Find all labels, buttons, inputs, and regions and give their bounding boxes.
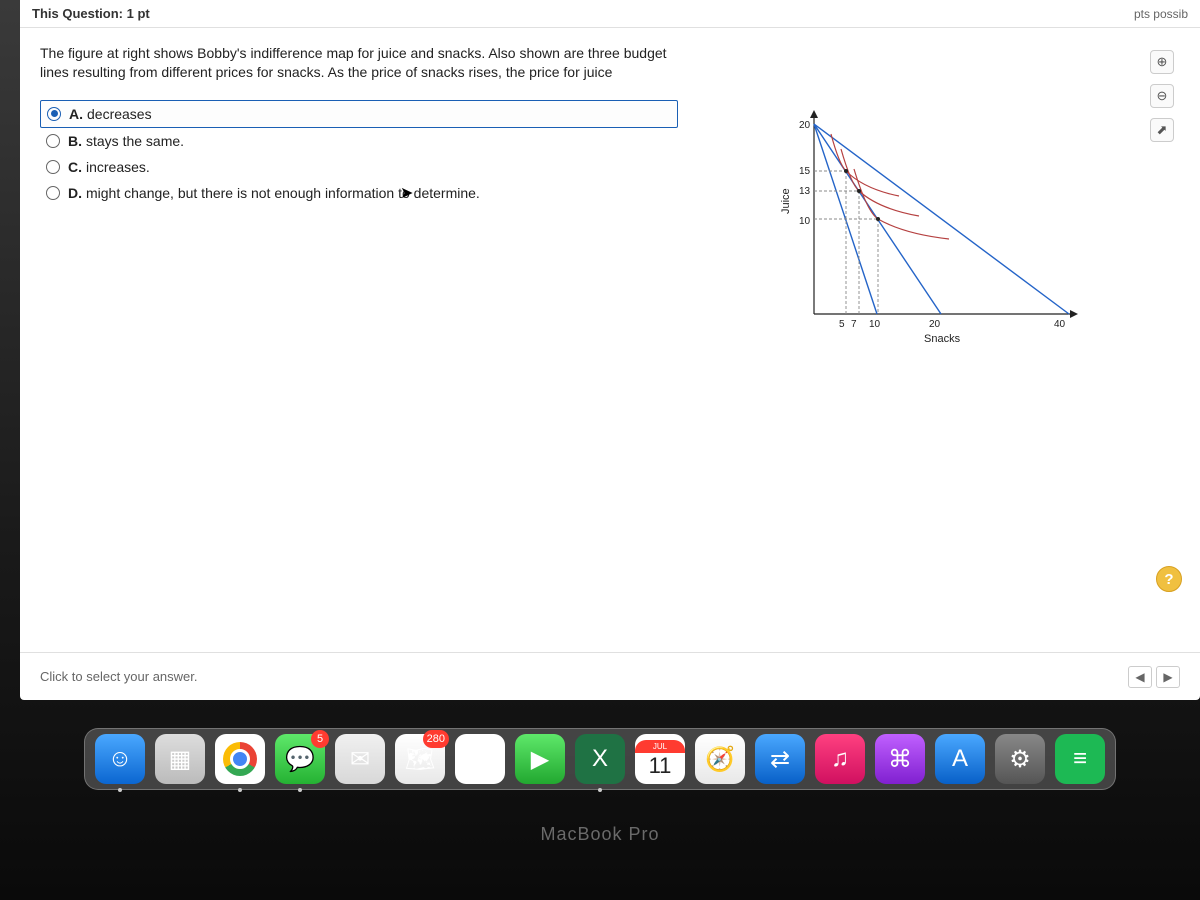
footer-bar: Click to select your answer. ◀ ▶	[20, 652, 1200, 700]
option-a-letter: A.	[69, 106, 83, 122]
option-a-text: decreases	[87, 106, 152, 122]
popout-icon: ⬈	[1157, 122, 1168, 138]
option-d[interactable]: D.might change, but there is not enough …	[40, 180, 678, 206]
option-a[interactable]: A.decreases	[40, 100, 678, 128]
radio-c[interactable]	[46, 160, 60, 174]
transfer-icon[interactable]: ⇄	[755, 734, 805, 784]
answer-hint: Click to select your answer.	[40, 669, 198, 684]
itunes-icon[interactable]: ♫	[815, 734, 865, 784]
radio-b[interactable]	[46, 134, 60, 148]
chart-svg: 20 15 13 10 5 7 10 20 40 Juice Snacks	[769, 94, 1089, 354]
option-c-letter: C.	[68, 159, 82, 175]
chart-tools: ⊕ ⊖ ⬈	[1150, 50, 1174, 142]
chrome-icon[interactable]	[215, 734, 265, 784]
help-button[interactable]: ?	[1156, 566, 1182, 592]
appstore-icon[interactable]: A	[935, 734, 985, 784]
y-tick-15: 15	[799, 166, 811, 177]
option-b[interactable]: B.stays the same.	[40, 128, 678, 154]
excel-icon[interactable]: X	[575, 734, 625, 784]
next-button[interactable]: ▶	[1156, 666, 1180, 688]
settings-icon[interactable]: ⚙	[995, 734, 1045, 784]
question-prompt: The figure at right shows Bobby's indiff…	[40, 44, 678, 82]
option-d-text: might change, but there is not enough in…	[86, 185, 480, 201]
laptop-label: MacBook Pro	[540, 824, 659, 845]
option-d-letter: D.	[68, 185, 82, 201]
popout-button[interactable]: ⬈	[1150, 118, 1174, 142]
zoom-in-button[interactable]: ⊕	[1150, 50, 1174, 74]
spotify-icon[interactable]: ≡	[1055, 734, 1105, 784]
calendar-icon[interactable]: JUL 11	[635, 734, 685, 784]
answer-options: A.decreases B.stays the same. C.increase…	[40, 100, 678, 206]
prev-button[interactable]: ◀	[1128, 666, 1152, 688]
option-c-text: increases.	[86, 159, 150, 175]
prev-icon: ◀	[1135, 670, 1144, 684]
budget-line-1	[814, 124, 1069, 314]
next-icon: ▶	[1163, 670, 1172, 684]
messages-icon[interactable]: 💬5	[275, 734, 325, 784]
launchpad-icon[interactable]: ▦	[155, 734, 205, 784]
nav-arrows: ◀ ▶	[1128, 666, 1180, 688]
question-column: The figure at right shows Bobby's indiff…	[40, 44, 678, 644]
question-points: This Question: 1 pt	[32, 6, 150, 21]
option-b-letter: B.	[68, 133, 82, 149]
y-axis-label: Juice	[780, 188, 792, 214]
quiz-window: This Question: 1 pt pts possib The figur…	[20, 0, 1200, 700]
option-b-text: stays the same.	[86, 133, 184, 149]
calendar-month: JUL	[635, 740, 685, 753]
macos-dock: ☺ ▦ 💬5 ✉ 🗺280 ❀ ▶ X JUL 11 🧭 ⇄ ♫ ⌘ A ⚙ ≡	[84, 728, 1116, 790]
x-tick-40: 40	[1054, 319, 1066, 330]
y-tick-10: 10	[799, 216, 811, 227]
zoom-out-button[interactable]: ⊖	[1150, 84, 1174, 108]
window-header: This Question: 1 pt pts possib	[20, 0, 1200, 28]
x-tick-7: 7	[851, 319, 857, 330]
finder-icon[interactable]: ☺	[95, 734, 145, 784]
zoom-out-icon: ⊖	[1157, 88, 1168, 104]
indifference-chart: 20 15 13 10 5 7 10 20 40 Juice Snacks	[769, 94, 1089, 354]
zoom-in-icon: ⊕	[1157, 54, 1168, 70]
y-tick-13: 13	[799, 186, 811, 197]
maps-badge: 280	[423, 730, 449, 748]
indiff-curve-1	[831, 134, 899, 196]
messages-badge: 5	[311, 730, 329, 748]
total-points: pts possib	[1134, 7, 1188, 21]
chart-column: ⊕ ⊖ ⬈ 20 15 13 10 5	[678, 44, 1180, 644]
x-tick-5: 5	[839, 319, 845, 330]
help-icon: ?	[1164, 571, 1173, 588]
safari-icon[interactable]: 🧭	[695, 734, 745, 784]
mail-icon[interactable]: ✉	[335, 734, 385, 784]
radio-a[interactable]	[47, 107, 61, 121]
indiff-curve-2	[841, 149, 919, 216]
content-area: The figure at right shows Bobby's indiff…	[20, 28, 1200, 652]
radio-d[interactable]	[46, 186, 60, 200]
facetime-icon[interactable]: ▶	[515, 734, 565, 784]
photos-icon[interactable]: ❀	[455, 734, 505, 784]
y-tick-20: 20	[799, 120, 811, 131]
x-tick-20: 20	[929, 319, 941, 330]
x-tick-10: 10	[869, 319, 881, 330]
option-c[interactable]: C.increases.	[40, 154, 678, 180]
maps-icon[interactable]: 🗺280	[395, 734, 445, 784]
x-axis-label: Snacks	[924, 333, 961, 345]
calendar-day: 11	[649, 753, 672, 779]
podcasts-icon[interactable]: ⌘	[875, 734, 925, 784]
